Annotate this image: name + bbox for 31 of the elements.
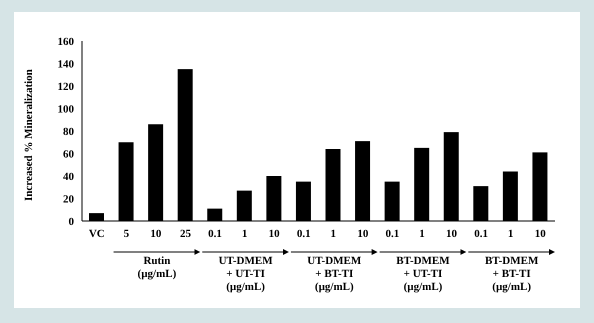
y-tick-label: 140 xyxy=(58,58,74,70)
x-tick-label: 10 xyxy=(534,228,546,240)
text: BT-DMEM + UT-TI (µg/mL) xyxy=(396,255,450,293)
x-tick-label: 10 xyxy=(446,228,458,240)
text: UT-DMEM + BT-TI (µg/mL) xyxy=(307,255,362,293)
text: BT-DMEM + BT-TI (µg/mL) xyxy=(484,255,539,293)
x-tick-label: 1 xyxy=(419,228,425,240)
x-tick-label: 25 xyxy=(180,228,192,240)
text: Rutin (µg/mL) xyxy=(138,255,177,280)
x-tick-label: 10 xyxy=(150,228,162,240)
y-tick-label: 160 xyxy=(58,36,74,48)
y-tick-label: 60 xyxy=(63,148,74,160)
y-tick-label: 100 xyxy=(58,103,74,116)
x-tick-label: 10 xyxy=(357,228,369,240)
x-tick-label: 1 xyxy=(242,228,248,240)
text: UT-DMEM + UT-TI (µg/mL) xyxy=(218,255,274,293)
y-tick-label: 0 xyxy=(68,216,74,228)
y-tick-label: 20 xyxy=(63,193,74,206)
x-tick-label: 0.1 xyxy=(296,228,311,240)
x-tick-label: 0.1 xyxy=(208,228,222,240)
x-tick-label: 0.1 xyxy=(386,228,400,240)
y-tick-label: 40 xyxy=(63,170,74,183)
y-tick-label: 120 xyxy=(58,80,74,93)
x-tick-label: 1 xyxy=(508,228,514,240)
x-tick-label: 0.1 xyxy=(474,228,488,240)
x-tick-label: 5 xyxy=(124,228,130,240)
x-tick-label: VC xyxy=(88,228,105,240)
x-tick-label: 10 xyxy=(268,228,280,240)
y-tick-label: 80 xyxy=(63,126,74,138)
y-axis-title: Increased % Mineralization xyxy=(22,69,35,201)
x-tick-label: 1 xyxy=(330,228,336,240)
